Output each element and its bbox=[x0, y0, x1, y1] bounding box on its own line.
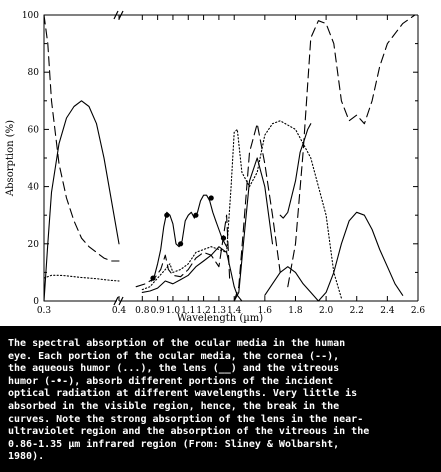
line-vitreous-humor-segment-1 bbox=[150, 194, 228, 282]
y-axis-title: Absorption (%) bbox=[5, 120, 16, 197]
y-tick-label: 100 bbox=[22, 11, 39, 21]
x-tick-label: 1.3 bbox=[212, 306, 227, 316]
x-tick-label: 0.9 bbox=[150, 306, 165, 316]
y-tick-label: 60 bbox=[28, 125, 40, 135]
x-tick-label: 1.0 bbox=[166, 306, 181, 316]
point-vitreous-humor bbox=[164, 212, 170, 218]
point-vitreous-humor bbox=[178, 241, 184, 247]
point-vitreous-humor bbox=[208, 195, 214, 201]
x-axis-title: Wavelength (µm) bbox=[177, 313, 263, 324]
x-tick-label: 2.4 bbox=[380, 306, 395, 316]
x-tick-label: 2.0 bbox=[319, 306, 334, 316]
series-cornea bbox=[43, 14, 416, 302]
y-tick-label: 20 bbox=[28, 240, 40, 250]
absorption-chart: 0 20 40 60 80 100 0.3 0.4 0.8 0.9 1.0 1.1 1.2 1.3 1.4 1… bbox=[5, 10, 426, 324]
line-lens-segment-6 bbox=[317, 211, 404, 302]
x-tick-label: 1.1 bbox=[181, 306, 195, 316]
line-cornea-segment-4 bbox=[287, 14, 416, 288]
x-tick-label: 2.2 bbox=[350, 306, 364, 316]
axis-break-mark bbox=[118, 10, 124, 20]
point-vitreous-humor bbox=[193, 212, 199, 218]
y-tick-label: 0 bbox=[33, 297, 39, 307]
line-cornea-segment-2 bbox=[135, 214, 231, 288]
axes bbox=[43, 10, 419, 306]
series-vitreous-humor bbox=[150, 194, 228, 282]
caption-text: The spectral absorption of the ocular me… bbox=[8, 338, 370, 463]
x-tick-label: 1.4 bbox=[227, 306, 242, 316]
line-lens-segment-4 bbox=[264, 266, 319, 302]
series-lens bbox=[43, 100, 404, 302]
axis-break-mark bbox=[118, 296, 124, 306]
point-vitreous-humor bbox=[150, 275, 156, 281]
line-lens-segment-3 bbox=[233, 157, 274, 302]
x-tick-label: 0.3 bbox=[37, 306, 52, 316]
caption-panel: The spectral absorption of the ocular me… bbox=[0, 326, 441, 472]
axis-break-mark bbox=[113, 296, 119, 306]
y-tick-label: 40 bbox=[28, 183, 40, 193]
line-aqueous-humor-segment-1 bbox=[43, 274, 120, 282]
line-lens-segment-1 bbox=[43, 100, 120, 302]
ticks: 0 20 40 60 80 100 0.3 0.4 0.8 0.9 1.0 1.1 1.2 1.3 1.4 1… bbox=[22, 11, 426, 316]
line-aqueous-humor-segment-2 bbox=[141, 120, 342, 299]
point-vitreous-humor bbox=[220, 235, 227, 241]
x-tick-label: 1.2 bbox=[196, 306, 210, 316]
x-tick-label: 1.6 bbox=[258, 306, 273, 316]
x-tick-label: 0.4 bbox=[112, 306, 127, 316]
line-lens-segment-2 bbox=[141, 246, 243, 302]
axis-break-mark bbox=[113, 10, 119, 20]
series bbox=[43, 14, 416, 302]
y-tick-label: 80 bbox=[28, 68, 40, 78]
series-aqueous-humor bbox=[43, 120, 342, 299]
line-cornea-segment-1 bbox=[43, 14, 120, 262]
x-tick-label: 0.8 bbox=[135, 306, 150, 316]
line-lens-segment-5 bbox=[279, 123, 312, 219]
line-cornea-segment-3 bbox=[233, 123, 281, 302]
x-tick-label: 2.6 bbox=[411, 306, 426, 316]
x-tick-label: 1.8 bbox=[288, 306, 303, 316]
